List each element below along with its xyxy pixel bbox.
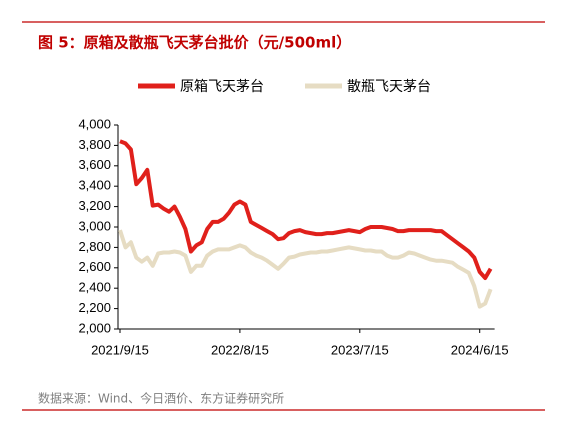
x-tick-label: 2024/6/15 (451, 342, 509, 357)
y-tick-label: 3,400 (78, 178, 111, 193)
y-tick-label: 3,000 (78, 218, 111, 233)
chart-title: 图 5：原箱及散瓶飞天茅台批价（元/500ml） (38, 34, 351, 52)
legend-label: 原箱飞天茅台 (180, 79, 264, 95)
y-tick-label: 3,800 (78, 137, 111, 152)
series-line (118, 229, 493, 309)
y-tick-label: 2,400 (78, 280, 111, 295)
source-note: 数据来源：Wind、今日酒价、东方证券研究所 (38, 391, 284, 406)
legend-label: 散瓶飞天茅台 (347, 79, 431, 95)
y-tick-label: 4,000 (78, 116, 111, 131)
y-tick-label: 3,600 (78, 157, 111, 172)
series-line (119, 139, 493, 280)
y-tick-label: 2,200 (78, 300, 111, 315)
x-tick-label: 2021/9/15 (91, 342, 149, 357)
y-tick-label: 2,800 (78, 239, 111, 254)
y-tick-label: 2,600 (78, 259, 111, 274)
y-tick-label: 3,200 (78, 198, 111, 213)
x-tick-label: 2022/8/15 (211, 342, 269, 357)
x-tick-label: 2023/7/15 (331, 342, 389, 357)
y-tick-label: 2,000 (78, 320, 111, 335)
